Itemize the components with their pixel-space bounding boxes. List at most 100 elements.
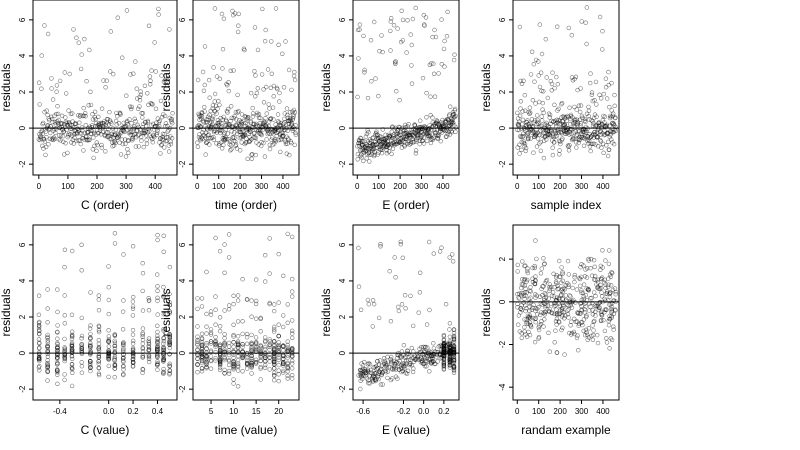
scatter-point (527, 110, 533, 115)
scatter-point (131, 347, 136, 352)
scatter-point (424, 138, 430, 144)
scatter-point (112, 132, 118, 137)
scatter-point (263, 358, 268, 364)
scatter-point (202, 104, 207, 110)
scatter-point (549, 128, 554, 134)
scatter-point (517, 329, 522, 334)
scatter-point (49, 86, 54, 91)
scatter-point (211, 135, 216, 140)
scatter-point (421, 12, 426, 18)
scatter-point (290, 335, 295, 341)
scatter-point (451, 339, 457, 344)
scatter-point (609, 310, 614, 315)
scatter-point (611, 327, 616, 332)
scatter-point (202, 82, 208, 88)
scatter-point (204, 331, 209, 336)
scatter-point (539, 310, 544, 315)
scatter-point (62, 336, 67, 342)
scatter-point (146, 338, 151, 344)
scatter-point (583, 293, 588, 298)
x-tick-label: 100 (532, 407, 546, 416)
scatter-point (121, 364, 126, 369)
scatter-point (420, 75, 426, 81)
scatter-point (222, 270, 227, 275)
scatter-point (262, 38, 268, 44)
scatter-point (539, 266, 544, 271)
scatter-point (88, 290, 93, 295)
scatter-point (109, 121, 114, 126)
scatter-point (150, 102, 155, 107)
scatter-point (88, 352, 93, 357)
scatter-points (195, 6, 298, 162)
scatter-point (112, 363, 118, 368)
scatter-point (206, 77, 212, 83)
scatter-point (521, 291, 526, 296)
scatter-point (537, 132, 542, 138)
scatter-point (539, 118, 545, 123)
scatter-point (549, 88, 554, 93)
scatter-point (221, 142, 226, 148)
scatter-point (564, 118, 570, 124)
scatter-point (96, 114, 101, 120)
y-axis-label: residuals (479, 63, 493, 111)
scatter-point (55, 355, 60, 360)
scatter-point (357, 367, 363, 373)
scatter-point (40, 120, 46, 126)
scatter-point (140, 308, 146, 313)
scatter-point (561, 304, 566, 309)
scatter-point (228, 143, 234, 148)
scatter-point (249, 298, 254, 303)
scatter-point (45, 351, 50, 357)
scatter-point (537, 141, 542, 146)
scatter-point (69, 332, 75, 337)
scatter-point (519, 277, 525, 282)
scatter-point (547, 282, 552, 287)
scatter-point (249, 348, 254, 353)
scatter-point (204, 341, 209, 346)
scatter-point (79, 346, 85, 351)
scatter-point (195, 140, 200, 145)
scatter-point (267, 339, 272, 344)
scatter-point (541, 310, 546, 316)
scatter-point (99, 142, 104, 148)
scatter-point (244, 358, 250, 363)
scatter-point (266, 102, 271, 107)
scatter-point (231, 68, 236, 73)
scatter-point (524, 130, 530, 136)
scatter-point (394, 360, 399, 365)
scatter-point (203, 135, 208, 140)
scatter-point (579, 19, 584, 24)
scatter-point (528, 323, 533, 328)
scatter-point (213, 294, 218, 299)
scatter-point (403, 125, 408, 130)
scatter-point (276, 372, 281, 377)
scatter-point (248, 129, 253, 134)
scatter-point (167, 302, 172, 308)
scatter-point (112, 343, 118, 348)
scatter-point (557, 118, 563, 124)
scatter-point (249, 355, 254, 361)
scatter-point (375, 152, 380, 157)
scatter-point (562, 352, 567, 357)
scatter-point (208, 312, 214, 317)
scatter-point (292, 142, 297, 148)
scatter-point (580, 115, 585, 121)
scatter-point (583, 20, 588, 25)
scatter-point (582, 307, 587, 312)
scatter-point (447, 358, 453, 363)
scatter-point (96, 371, 102, 376)
scatter-point (549, 310, 554, 316)
scatter-point (285, 112, 290, 118)
scatter-point (594, 114, 599, 119)
scatter-point (204, 361, 209, 366)
scatter-point (268, 116, 273, 122)
scatter-point (555, 312, 560, 318)
y-axis-label: residuals (0, 63, 13, 111)
scatter-point (267, 106, 272, 111)
scatter-point (355, 94, 360, 100)
scatter-point (519, 139, 524, 145)
scatter-point (409, 42, 414, 48)
scatter-point (281, 121, 286, 126)
scatter-point (245, 156, 250, 162)
scatter-point (573, 140, 579, 145)
